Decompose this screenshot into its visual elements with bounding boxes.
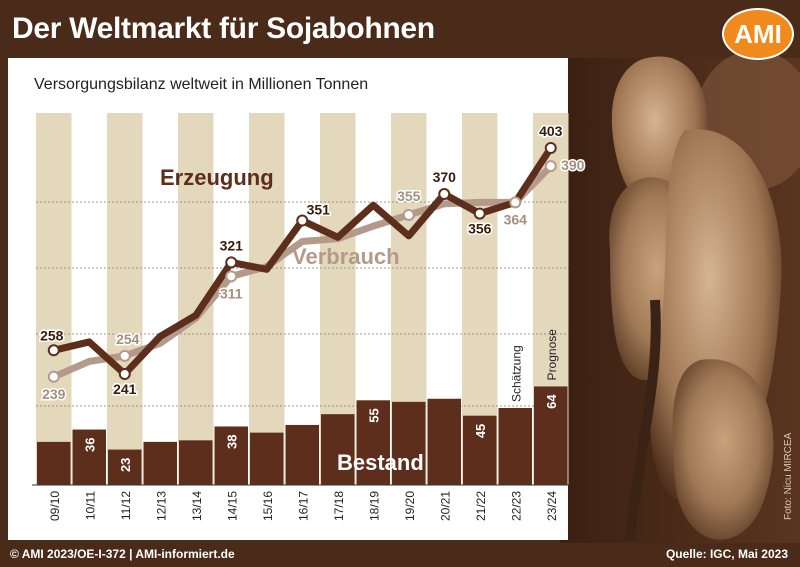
x-tick-label: 21/22	[474, 491, 488, 521]
verbrauch-value-label: 311	[220, 285, 243, 301]
bestand-bar	[498, 408, 532, 485]
bestand-value-label: 36	[82, 438, 97, 452]
verbrauch-value-label: 254	[116, 331, 140, 347]
x-tick-label: 14/15	[225, 491, 239, 521]
erzeugung-point	[473, 207, 486, 220]
bestand-bar	[356, 400, 390, 485]
bestand-value-label: 64	[544, 394, 559, 409]
x-tick-label: 19/20	[403, 491, 417, 521]
verbrauch-point	[544, 160, 557, 173]
x-tick-label: 23/24	[545, 491, 559, 521]
erzeugung-value-label: 403	[539, 123, 563, 139]
x-tick-label: 15/16	[261, 491, 275, 521]
erzeugung-point	[118, 368, 131, 380]
column-stripe	[107, 113, 143, 485]
erzeugung-value-label: 241	[113, 381, 137, 397]
erzeugung-value-label: 370	[433, 169, 457, 185]
x-tick-label: 18/19	[367, 491, 381, 521]
x-tick-label: 20/21	[438, 491, 452, 521]
erzeugung-point	[296, 214, 309, 227]
bestand-series-label: Bestand	[337, 450, 424, 475]
bestand-bar	[37, 441, 71, 485]
bestand-value-label: 23	[118, 458, 133, 472]
bestand-value-label: 38	[224, 434, 239, 448]
erzeugung-point	[438, 188, 451, 201]
x-tick-label: 13/14	[190, 491, 204, 521]
erzeugung-point	[225, 256, 238, 269]
verbrauch-point	[47, 370, 60, 383]
source-footer: Quelle: IGC, Mai 2023	[665, 547, 788, 561]
bestand-bar	[108, 449, 142, 485]
bestand-bar	[321, 414, 355, 485]
erzeugung-point	[544, 142, 557, 155]
x-tick-label: 11/12	[119, 491, 133, 520]
verbrauch-value-label: 364	[504, 211, 528, 227]
verbrauch-series-label: Verbrauch	[292, 244, 400, 269]
x-tick-label: 17/18	[332, 491, 346, 521]
bestand-bar	[392, 401, 426, 485]
x-tick-label: 22/23	[509, 491, 523, 521]
erzeugung-value-label: 321	[220, 237, 244, 253]
chart-subtitle: Versorgungsbilanz weltweit in Millionen …	[34, 76, 369, 93]
column-stripe	[249, 113, 285, 485]
bestand-bar	[72, 429, 106, 485]
forecast-annotation: Prognose	[545, 329, 559, 381]
bestand-value-label: 45	[473, 424, 488, 438]
verbrauch-value-label: 355	[397, 188, 421, 204]
verbrauch-value-label: 239	[42, 386, 66, 402]
x-tick-label: 12/13	[154, 491, 168, 521]
ami-logo: AMI	[722, 8, 794, 60]
copyright-footer: © AMI 2023/OE-I-372 | AMI-informiert.de	[10, 547, 235, 561]
erzeugung-value-label: 356	[468, 221, 492, 237]
photo-credit: Foto: Nicu MIRCEA	[783, 432, 794, 520]
bestand-bar	[427, 398, 461, 485]
bestand-bar	[285, 424, 319, 485]
bestand-bar	[179, 440, 213, 485]
erzeugung-series-label: Erzeugung	[160, 165, 274, 190]
column-stripe	[36, 113, 72, 485]
verbrauch-value-label: 390	[561, 157, 585, 173]
verbrauch-line	[50, 162, 555, 381]
bestand-bar	[534, 386, 568, 485]
bestand-bar	[143, 441, 177, 485]
forecast-annotation: Schätzung	[509, 345, 523, 402]
verbrauch-point	[402, 208, 415, 221]
bestand-value-label: 55	[366, 408, 381, 422]
erzeugung-value-label: 258	[40, 327, 64, 343]
bestand-bar	[214, 426, 248, 485]
bestand-bar	[463, 415, 497, 485]
chart-title: Der Weltmarkt für Sojabohnen	[12, 12, 435, 45]
bestand-bar	[250, 432, 284, 485]
x-tick-label: 10/11	[83, 491, 97, 520]
verbrauch-point	[225, 270, 238, 283]
erzeugung-point	[47, 344, 60, 357]
x-tick-label: 16/17	[296, 491, 310, 521]
verbrauch-point	[118, 349, 131, 362]
erzeugung-value-label: 351	[307, 202, 331, 218]
verbrauch-point	[509, 196, 522, 209]
x-tick-label: 09/10	[48, 491, 62, 521]
